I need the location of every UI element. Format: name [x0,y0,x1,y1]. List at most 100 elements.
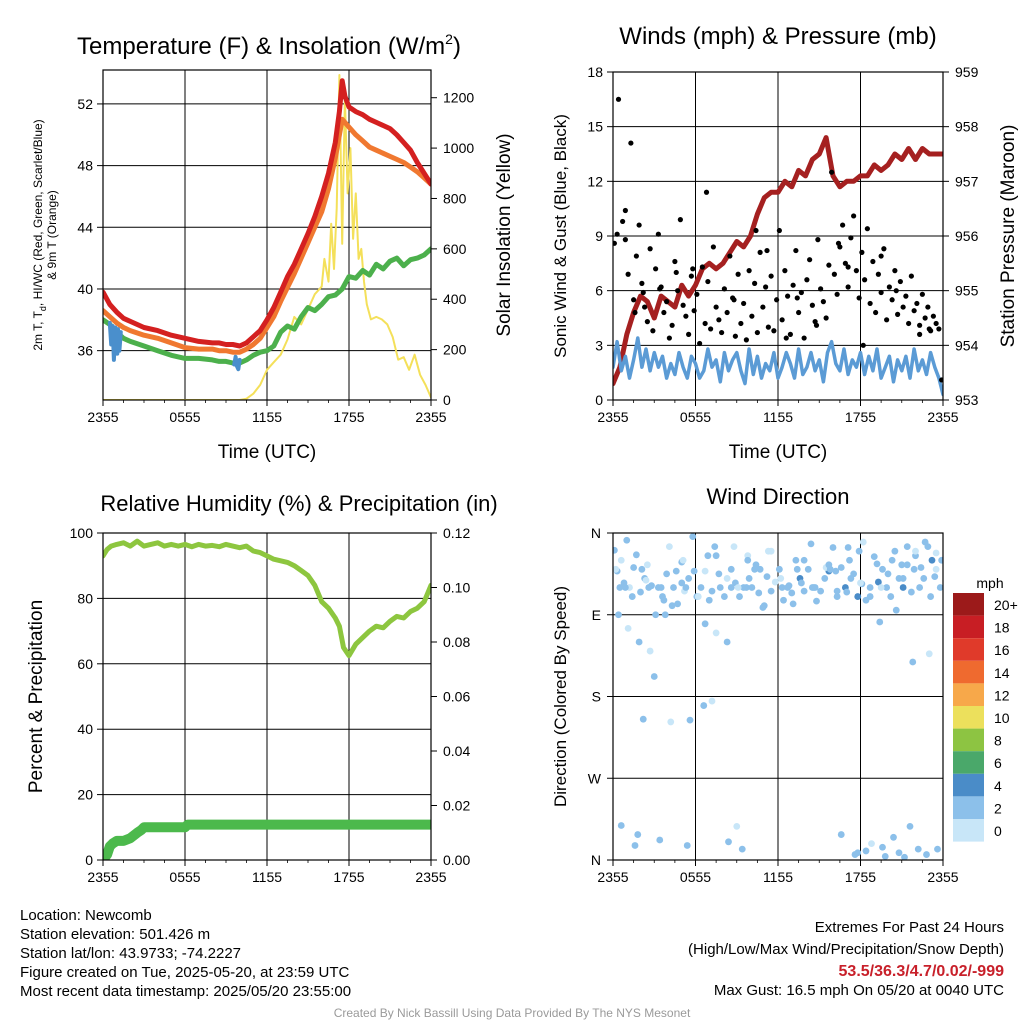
gust-point [664,299,670,305]
direction-point [837,831,845,838]
gust-point [661,309,667,316]
gust-point [851,213,857,219]
gust-point [933,320,939,327]
y-tick-label: 52 [77,96,93,112]
gust-point [798,289,804,296]
series-wind [613,336,943,397]
direction-point [777,575,785,582]
gust-point [807,257,813,263]
station-elevation: Station elevation: 501.426 m [20,926,211,943]
direction-point [931,573,939,580]
direction-point [767,587,775,595]
colorbar-swatch [953,683,984,706]
direction-point [897,0,904,3]
x-tick-label: 2355 [927,869,958,885]
direction-point [682,584,690,591]
y-tick-label: 100 [70,525,94,541]
series-temp [103,78,431,349]
gust-point [919,291,925,297]
direction-point [613,546,618,554]
gust-point [906,320,912,327]
direction-point [755,589,763,597]
direction-point [756,565,764,573]
gust-point [694,291,700,297]
gust-point [930,313,936,319]
gust-point [764,247,770,254]
gust-point [768,273,774,279]
gust-point [774,297,780,303]
gust-point [757,249,763,255]
gust-point [856,295,862,301]
gust-point [893,288,899,294]
direction-point [872,0,879,3]
y-tick-label: 40 [77,721,93,737]
gust-point [710,244,716,250]
direction-point [901,853,908,860]
direction-point [723,575,731,582]
y2-tick-label: 0.02 [443,798,470,814]
direction-point [898,561,906,569]
gust-point [642,304,648,310]
gust-point [864,226,870,232]
temperature-panel: 2355 0555 1155 1755 2355 36 40 44 48 52 0 200 400 600… [31,31,515,463]
gust-point [886,284,892,290]
x-tick-label: 2355 [597,409,628,425]
direction-point [727,584,735,591]
colorbar-label: 16 [994,642,1010,658]
gust-point [699,264,705,270]
gust-point [653,266,659,272]
direction-point [855,547,863,555]
direction-point [800,587,808,595]
direction-point [917,564,925,571]
direction-point [804,565,812,573]
direction-point [936,584,943,591]
gust-point [633,253,639,259]
gust-point [820,299,826,305]
direction-point [727,565,735,573]
direction-point [854,849,862,857]
direction-point [708,697,716,705]
wind-title: Winds (mph) & Pressure (mb) [619,23,936,50]
direction-point [792,556,800,564]
gust-point [680,302,686,308]
colorbar-label: 2 [994,800,1002,816]
gust-point [829,169,835,175]
colorbar-label: 0 [994,823,1002,839]
x-tick-label: 2355 [415,869,446,885]
gust-point [900,304,906,310]
gust-point [613,240,617,246]
gust-point [625,271,631,277]
direction-point [686,716,694,724]
direction-point [837,564,845,571]
gust-point [657,286,663,292]
gust-point [614,231,620,237]
gust-point [702,320,708,327]
gust-point [917,331,923,337]
direction-point [785,582,793,590]
direction-point [763,573,771,580]
gust-point [782,268,788,274]
temperature-y2label: Solar Insolation (Yellow) [494,133,515,336]
direction-point [789,600,797,608]
y2-tick-label: 600 [443,241,467,257]
wind-y2label: Station Pressure (Maroon) [998,125,1019,348]
gust-point [741,300,747,307]
gust-point [760,304,766,310]
gust-point [862,277,868,283]
colorbar-label: 14 [994,665,1010,681]
direction-point [895,849,903,857]
direction-point [879,843,886,851]
y-tick-label: 12 [587,173,603,189]
direction-point [810,584,818,591]
temperature-ylabel2: & 9m T (Orange) [45,190,59,280]
gust-point [870,258,876,265]
direction-point [730,543,738,551]
direction-point [788,589,796,597]
direction-point [847,575,855,582]
gust-point [719,329,725,336]
direction-point [624,624,632,632]
y2-tick-label: 0.12 [443,525,470,541]
humidity-panel: 2355 0555 1155 1755 23550204060801000.000.02… [26,491,498,885]
wind-frame [612,71,944,401]
